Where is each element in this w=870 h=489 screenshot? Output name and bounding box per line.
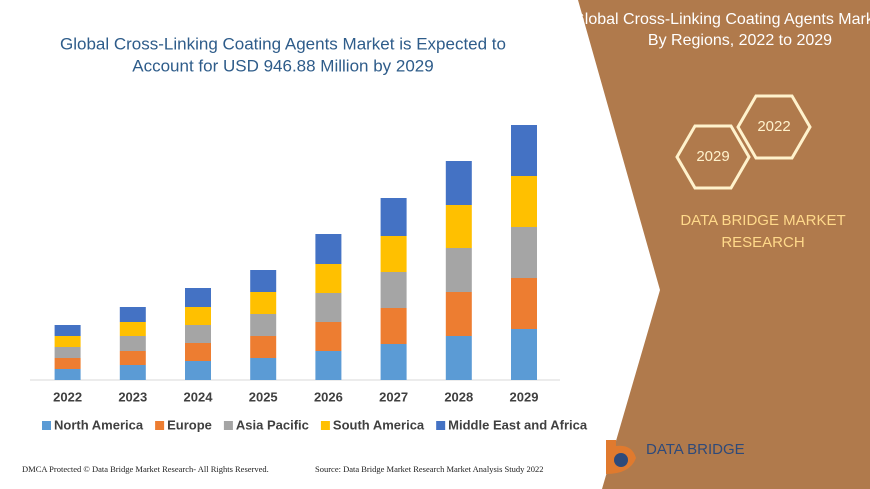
bar-segment xyxy=(315,264,342,293)
bar-segment xyxy=(185,325,211,343)
bar-segment xyxy=(511,278,537,329)
bar-segment xyxy=(511,329,537,380)
bar-segment xyxy=(445,292,472,336)
legend-label: Europe xyxy=(167,417,212,432)
legend-label: North America xyxy=(54,417,144,432)
bar-segment xyxy=(380,236,407,272)
legend-label: Middle East and Africa xyxy=(448,417,588,432)
bar-segment xyxy=(315,322,342,351)
x-tick-label: 2022 xyxy=(53,389,82,404)
x-tick-label: 2029 xyxy=(510,389,539,404)
panel-title: By Regions, 2022 to 2029 xyxy=(648,32,832,49)
bar-segment xyxy=(250,314,277,336)
footer-right: Source: Data Bridge Market Research Mark… xyxy=(315,464,544,474)
x-tick-label: 2024 xyxy=(184,389,214,404)
bar-segment xyxy=(54,336,81,347)
bar-segment xyxy=(380,308,407,344)
hex-label: 2029 xyxy=(696,148,729,165)
bar-segment xyxy=(54,369,81,380)
legend-label: South America xyxy=(333,417,425,432)
legend-swatch xyxy=(436,421,446,430)
bar-segment xyxy=(185,288,211,307)
legend-swatch xyxy=(223,421,233,430)
bar-segment xyxy=(185,343,211,361)
bar-segment xyxy=(250,292,277,314)
bar-segment xyxy=(445,205,472,248)
legend-swatch xyxy=(155,421,165,430)
x-tick-label: 2027 xyxy=(379,389,408,404)
brand-text: RESEARCH xyxy=(721,234,804,251)
bar-segment xyxy=(315,351,342,380)
x-tick-label: 2023 xyxy=(118,389,147,404)
bar-segment xyxy=(315,234,342,264)
bar-segment xyxy=(250,358,277,380)
bar-segment xyxy=(119,351,146,365)
bar-segment xyxy=(119,307,146,322)
hexagon xyxy=(675,124,751,190)
bar-segment xyxy=(380,344,407,380)
hexagon xyxy=(736,94,812,160)
bar-segment xyxy=(119,322,146,336)
bar-segment xyxy=(185,307,211,325)
side-panel xyxy=(578,0,870,489)
bar-segment xyxy=(250,336,277,358)
bar-segment xyxy=(54,358,81,369)
x-tick-label: 2028 xyxy=(444,389,473,404)
bar-segment xyxy=(380,198,407,236)
x-tick-label: 2025 xyxy=(249,389,278,404)
chart-title: Account for USD 946.88 Million by 2029 xyxy=(132,56,433,75)
legend-swatch xyxy=(320,421,330,430)
bar-segment xyxy=(380,272,407,308)
brand-text: DATA BRIDGE MARKET xyxy=(680,212,845,229)
x-tick-label: 2026 xyxy=(314,389,343,404)
panel-title: Global Cross-Linking Coating Agents Mark… xyxy=(572,11,870,28)
bar-segment xyxy=(54,347,81,358)
logo-text: DATA BRIDGE xyxy=(646,441,745,458)
bar-segment xyxy=(119,365,146,380)
bar-segment xyxy=(511,125,537,176)
bar-segment xyxy=(445,248,472,292)
legend-label: Asia Pacific xyxy=(236,417,309,432)
bar-segment xyxy=(250,270,277,292)
bar-segment xyxy=(54,325,81,336)
bar-segment xyxy=(511,227,537,278)
bar-segment xyxy=(445,161,472,205)
bar-segment xyxy=(315,293,342,322)
chart-title: Global Cross-Linking Coating Agents Mark… xyxy=(60,34,506,53)
hex-label: 2022 xyxy=(757,118,790,135)
logo-mark xyxy=(614,453,628,467)
bar-segment xyxy=(511,176,537,227)
bar-segment xyxy=(119,336,146,351)
bar-segment xyxy=(185,361,211,380)
legend-swatch xyxy=(42,421,51,430)
bar-segment xyxy=(445,336,472,380)
footer-left: DMCA Protected © Data Bridge Market Rese… xyxy=(22,464,269,474)
